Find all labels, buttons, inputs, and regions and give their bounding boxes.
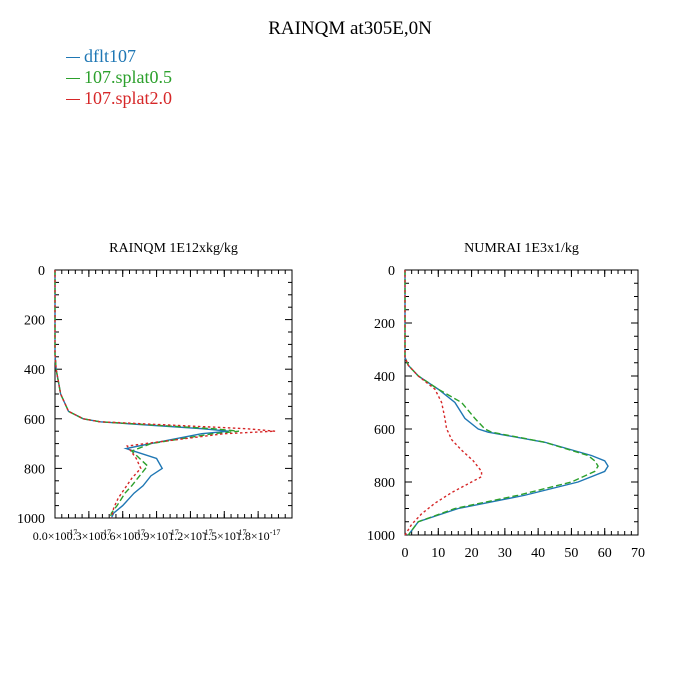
legend-label: 107.splat0.5	[84, 67, 172, 87]
y-tick-label: 200	[24, 314, 45, 329]
series-line-107.splat2.0	[404, 270, 483, 536]
y-tick-label: 400	[24, 363, 45, 378]
y-tick-label: 600	[374, 423, 395, 438]
x-tick-label: 60	[598, 546, 612, 561]
x-tick-label: 30	[498, 546, 512, 561]
legend: dflt107 107.splat0.5 107.splat2.0	[66, 46, 172, 109]
x-tick-exponent: -17	[270, 528, 281, 537]
legend-swatch	[66, 57, 80, 59]
x-tick-label: 0.9×10-17	[134, 528, 178, 543]
y-tick-label: 800	[24, 462, 45, 477]
y-tick-label: 600	[24, 413, 45, 428]
panel-title: RAINQM 1E12xkg/kg	[109, 241, 238, 256]
x-tick-label: 1.2×10-17	[168, 528, 212, 543]
legend-item-splat05: 107.splat0.5	[66, 67, 172, 88]
legend-label: dflt107	[84, 46, 136, 66]
y-tick-label: 0	[38, 264, 45, 279]
x-tick-label: 0.0×10-17	[33, 528, 77, 543]
x-tick-exponent: -17	[168, 528, 179, 537]
figure-title: RAINQM at305E,0N	[268, 18, 432, 39]
x-tick-label: 1.8×10-17	[236, 528, 280, 543]
x-tick-label: 70	[631, 546, 645, 561]
x-tick-exponent: -17	[67, 528, 78, 537]
series-line-dflt107	[404, 270, 609, 536]
x-tick-label: 0.3×10-17	[67, 528, 111, 543]
panel-rainqm: RAINQM 1E12xkg/kg 0 200 400 600 800 10000.0×10…	[17, 241, 293, 543]
x-tick-exponent: -17	[100, 528, 111, 537]
x-tick-label: 50	[564, 546, 578, 561]
x-tick-exponent: -17	[202, 528, 213, 537]
x-tick-exponent: -17	[236, 528, 247, 537]
x-tick-label: 0.6×10-17	[100, 528, 144, 543]
y-tick-label: 800	[374, 476, 395, 491]
x-tick-label: 0	[402, 546, 409, 561]
legend-item-splat20: 107.splat2.0	[66, 88, 172, 109]
x-tick-label: 10	[431, 546, 445, 561]
y-tick-label: 200	[374, 317, 395, 332]
x-tick-exponent: -17	[134, 528, 145, 537]
x-tick-label: 40	[531, 546, 545, 561]
legend-swatch	[66, 78, 80, 80]
legend-label: 107.splat2.0	[84, 88, 172, 108]
legend-swatch	[66, 99, 80, 101]
x-tick-label: 1.5×10-17	[202, 528, 246, 543]
y-tick-label: 1000	[17, 512, 45, 527]
panel-numrai: NUMRAI 1E3x1/kg 0 200 400 600 800 1000 0 10 20 30 4…	[367, 241, 645, 561]
series-line-107.splat0.5	[54, 270, 240, 519]
series-line-107.splat2.0	[54, 270, 276, 519]
y-tick-label: 0	[388, 264, 395, 279]
series-line-dflt107	[54, 270, 229, 519]
legend-item-dflt107: dflt107	[66, 46, 172, 67]
x-tick-label: 20	[465, 546, 479, 561]
panel-title: NUMRAI 1E3x1/kg	[464, 241, 579, 256]
y-tick-label: 1000	[367, 529, 395, 544]
y-tick-label: 400	[374, 370, 395, 385]
series-line-107.splat0.5	[404, 270, 599, 536]
plot-frame	[54, 269, 293, 519]
